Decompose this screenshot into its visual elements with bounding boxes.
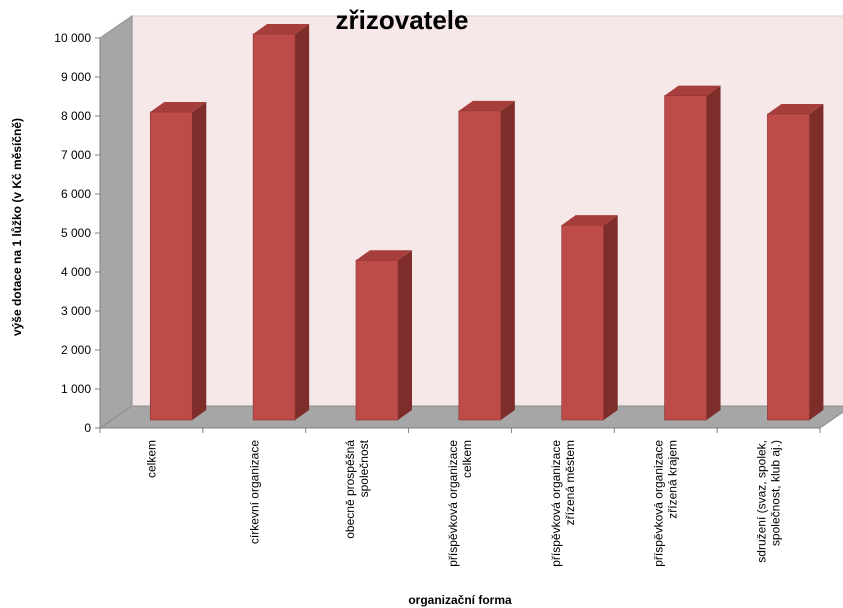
x-axis-title: organizační forma: [408, 593, 512, 607]
x-category-label-line: celkem: [144, 440, 158, 478]
bar-top: [767, 104, 824, 114]
x-category-label: příspěvková organizacecelkem: [446, 440, 474, 567]
x-category-label-line: příspěvková organizace: [446, 440, 460, 567]
y-tick-label: 8 000: [61, 109, 91, 123]
bar-side: [706, 85, 721, 421]
x-category-label-line: celkem: [460, 440, 474, 478]
x-category-label-line: společnost, klub aj.): [769, 440, 783, 546]
bar-front: [458, 110, 502, 421]
bar-top: [150, 102, 207, 113]
bar-top: [664, 85, 721, 96]
bar-front: [767, 113, 810, 421]
y-tick-label: 5 000: [61, 226, 91, 240]
bar-front: [664, 95, 707, 421]
y-tick-label: 4 000: [61, 265, 91, 279]
y-tick-label: 3 000: [61, 304, 91, 318]
bar-top: [253, 24, 310, 35]
bar-top: [458, 100, 515, 111]
y-tick-label: 2 000: [61, 343, 91, 357]
bar-side: [603, 215, 618, 420]
y-tick-label: 1 000: [61, 382, 91, 396]
y-tick-label: 6 000: [61, 187, 91, 201]
bar-side: [397, 250, 412, 420]
bar-side: [295, 24, 310, 421]
bar: [355, 250, 412, 421]
x-category-label-line: zřízená městem: [563, 440, 577, 525]
x-category-label-line: obecně prospěšná: [343, 440, 357, 539]
y-axis: 0 1 000 2 000 3 000 4 000 5 000 6 000 7 000 8 00…: [54, 31, 101, 435]
y-tick-label: 10 000: [54, 31, 91, 45]
x-category-label: obecně prospěšnáspolečnost: [343, 439, 371, 538]
bar-side: [500, 100, 515, 420]
bar-side: [809, 104, 824, 420]
bar-front: [252, 33, 296, 421]
x-category-label-line: sdružení (svaz, spolek,: [755, 440, 769, 563]
x-category-label: církevní organizace: [247, 440, 261, 544]
x-category-label-line: příspěvková organizace: [549, 440, 563, 567]
x-axis: celkem církevní organizace obecně prospěšn…: [99, 427, 821, 567]
x-category-label: příspěvková organizacezřízená městem: [549, 440, 577, 567]
x-category-label-line: církevní organizace: [247, 440, 261, 544]
bar-front: [355, 259, 399, 421]
side-wall: [99, 15, 133, 429]
bar: [767, 104, 824, 421]
bar-top: [355, 250, 412, 261]
bar-front: [149, 111, 193, 421]
bar: [561, 215, 618, 421]
y-axis-title: výše dotace na 1 lůžko (v Kč měsíčně): [10, 118, 24, 336]
bars: [149, 24, 824, 421]
bar-side: [192, 102, 207, 421]
x-category-label-line: zřízená krajem: [666, 440, 680, 519]
y-tick-label: 9 000: [61, 70, 91, 84]
y-tick-label: 7 000: [61, 148, 91, 162]
bar: [252, 24, 310, 421]
bar: [458, 100, 515, 421]
x-category-label: příspěvková organizacezřízená krajem: [652, 440, 680, 567]
x-category-label-line: příspěvková organizace: [652, 440, 666, 567]
chart-title: zřizovatele: [336, 5, 469, 35]
bar-front: [561, 224, 604, 421]
x-category-label-line: společnost: [357, 439, 371, 497]
x-category-label: celkem: [144, 440, 158, 478]
bar: [149, 102, 207, 421]
x-category-label: sdružení (svaz, spolek,společnost, klub …: [755, 440, 783, 563]
bar: [664, 85, 721, 421]
y-tick-label: 0: [84, 421, 91, 435]
bar-top: [561, 215, 618, 226]
